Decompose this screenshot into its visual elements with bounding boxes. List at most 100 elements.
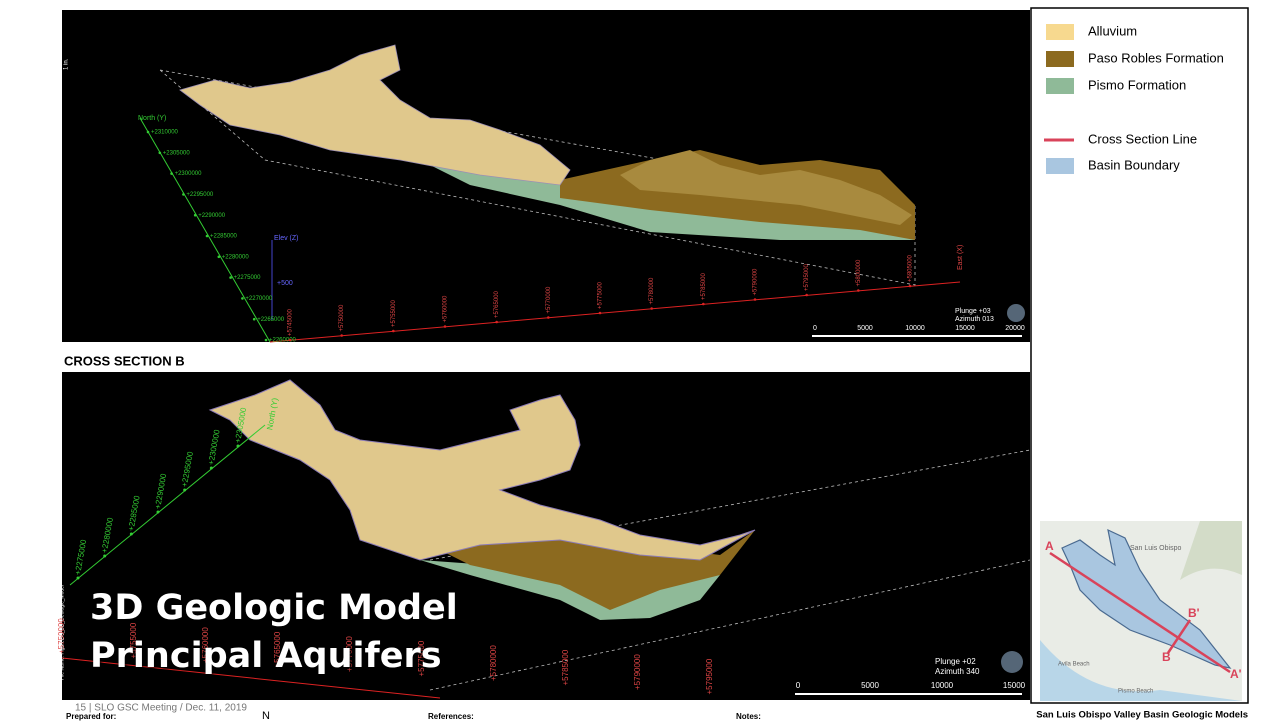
east-label: East (X) [957,245,964,270]
legend-swatch [1046,24,1074,40]
map-label: A [1045,539,1054,553]
map-label: San Luis Obispo [1130,545,1181,552]
north-label: North (Y) [138,115,166,122]
legend-swatch [1046,78,1074,94]
tick [241,297,244,300]
tick [182,193,185,196]
east-tick-label: +5770000 [345,636,354,672]
legend-label: Pismo Formation [1088,77,1186,92]
legend-label: Basin Boundary [1088,157,1180,172]
tick [547,316,550,319]
east-tick-label: +5790000 [633,654,642,690]
east-tick-label: +5800000 [856,259,862,287]
east-tick-label: +5755000 [391,299,397,327]
model-box-line [429,559,1031,691]
north-axis [139,117,271,343]
map-label: Avila Beach [1058,662,1090,668]
east-axis [269,281,961,343]
map-label: Pismo Beach [1118,689,1153,695]
footer-title: San Luis Obispo Valley Basin Geologic Mo… [1036,710,1248,721]
east-tick-label: +5760000 [443,295,449,323]
tick [264,338,268,342]
tick [217,255,221,259]
scale-label: 5000 [857,325,873,332]
tick [129,532,133,536]
logo [1007,304,1025,322]
overlay-title: 3D Geologic Model [90,588,458,628]
section-a [1049,551,1231,674]
map-label: B [1162,650,1171,664]
north-tick-label: +2280000 [222,254,250,260]
tick [340,334,343,337]
north-tick-label: +2270000 [245,296,273,302]
tick [158,151,162,155]
footer-label: Notes: [736,712,761,721]
scale-label: 15000 [1003,681,1026,690]
map-terrain [1180,521,1242,580]
tick [702,302,705,306]
scale-label: 20000 [1005,325,1025,332]
scale-label: 5000 [861,681,879,690]
scale-label: 0 [813,325,817,332]
east-tick-label: +5805000 [908,254,914,282]
tick [252,317,256,321]
section-b [1166,619,1192,654]
east-axis [61,657,441,699]
tick [76,576,80,580]
map-ocean [1040,640,1242,701]
alluvium-bottom [208,379,756,561]
tick [753,298,757,301]
tick [229,276,232,279]
tick [443,325,447,328]
north-tick-label: +2305000 [163,150,191,156]
tick [857,289,860,292]
top-scale: 0 5000 10000 15000 20000 [813,325,1025,332]
tick [805,293,808,297]
elev-tick: +500 [277,280,293,287]
north-tick-label: +2265000 [257,317,285,323]
tick [392,329,395,333]
east-tick-label: +5785000 [701,272,707,300]
footer-label: References: [428,712,474,721]
scale-note: 1 in. [64,58,70,70]
tick [495,320,498,324]
legend-swatch [1046,51,1074,67]
east-tick-label: +5745000 [288,308,294,336]
logo [1001,651,1023,673]
map-label: B' [1188,606,1200,620]
tick [170,172,173,175]
east-tick-label: +5775000 [417,640,426,676]
map-label: A' [1230,667,1242,681]
tick [650,307,653,310]
tick [908,284,912,288]
north-tick-label: +2310000 [151,130,179,136]
east-tick-label: +5780000 [649,277,655,305]
scale-label: 10000 [905,325,925,332]
plunge: Plunge +02 [935,657,976,666]
north-tick-label: +2290000 [198,213,226,219]
section-title: CROSS SECTION B [64,353,185,368]
tick [146,130,150,134]
footer-label: Prepared for: [66,712,116,721]
top-ticks: +2310000 +2305000 +2300000 +2295000 +2290000… [146,130,914,344]
north-tick-label: +2295000 [186,192,214,198]
elev-label: Elev (Z) [274,235,299,242]
azimuth: Azimuth 340 [935,667,980,676]
legend-label: Cross Section Line [1088,131,1197,146]
east-tick-label: +5765000 [273,631,282,667]
overlay-title: Principal Aquifers [90,636,442,676]
alluvium-top [179,44,571,186]
basin-boundary [1061,528,1232,669]
scale-label: 15000 [955,325,975,332]
east-tick-label: +5750000 [339,304,345,332]
bottom-scale: 0 5000 10000 15000 [796,681,1026,690]
north-tick-label: +2285000 [210,234,238,240]
scale-label: 0 [796,681,801,690]
legend: Alluvium Paso Robles Formation Pismo Forma… [1044,23,1224,174]
tick [236,444,240,448]
east-tick-label: +5775000 [598,281,604,309]
north-tick-label: +2300000 [175,171,203,177]
tick [598,311,602,315]
tick [103,554,107,558]
